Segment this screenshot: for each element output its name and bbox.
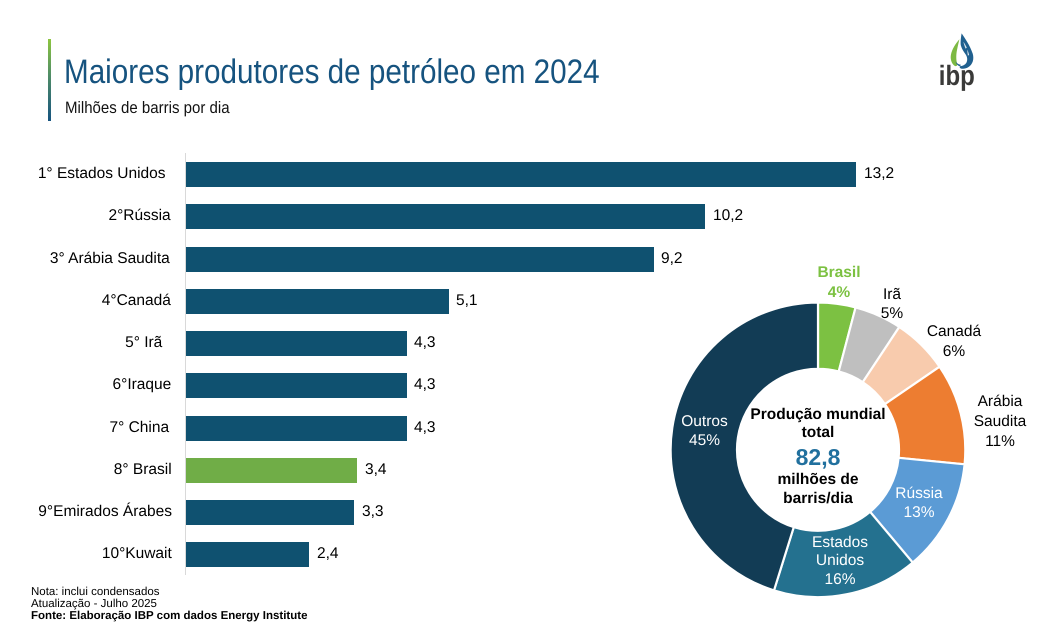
svg-text:ibp: ibp (939, 60, 975, 91)
